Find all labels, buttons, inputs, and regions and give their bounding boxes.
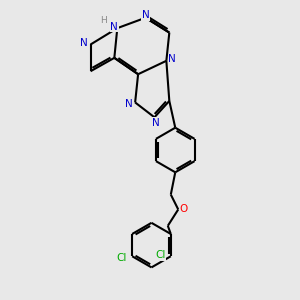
Text: N: N (168, 54, 176, 64)
Text: H: H (100, 16, 107, 25)
Text: N: N (142, 10, 149, 20)
Text: N: N (125, 99, 133, 109)
Text: N: N (80, 38, 88, 48)
Text: N: N (110, 22, 118, 32)
Text: O: O (179, 204, 188, 214)
Text: N: N (152, 118, 160, 128)
Text: Cl: Cl (155, 250, 166, 260)
Text: Cl: Cl (117, 253, 127, 263)
